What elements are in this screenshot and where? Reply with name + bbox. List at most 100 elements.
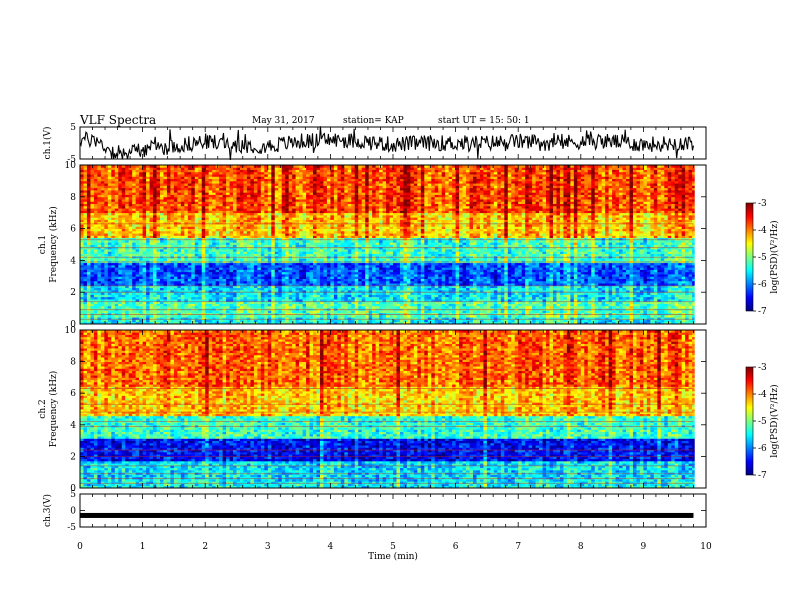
heatmap-cell	[466, 263, 470, 266]
heatmap-cell	[532, 310, 536, 313]
heatmap-cell	[612, 269, 616, 272]
heatmap-cell	[403, 272, 407, 275]
heatmap-cell	[556, 315, 560, 318]
heatmap-cell	[143, 304, 147, 307]
heatmap-cell	[442, 276, 446, 279]
heatmap-cell	[400, 281, 404, 284]
heatmap-cell	[616, 297, 620, 300]
heatmap-cell	[243, 263, 247, 266]
heatmap-cell	[198, 319, 202, 322]
heatmap-cell	[616, 304, 620, 307]
heatmap-cell	[605, 265, 609, 268]
heatmap-cell	[108, 306, 112, 309]
heatmap-cell	[177, 310, 181, 313]
heatmap-cell	[299, 306, 303, 309]
heatmap-cell	[181, 281, 185, 284]
heatmap-cell	[501, 272, 505, 275]
heatmap-cell	[532, 313, 536, 316]
heatmap-cell	[532, 269, 536, 272]
heatmap-cell	[626, 274, 630, 277]
heatmap-cell	[417, 315, 421, 318]
heatmap-cell	[348, 265, 352, 268]
heatmap-cell	[376, 315, 380, 318]
heatmap-cell	[341, 310, 345, 313]
heatmap-cell	[682, 267, 686, 270]
heatmap-cell	[431, 315, 435, 318]
heatmap-cell	[341, 272, 345, 275]
heatmap-cell	[463, 265, 467, 268]
heatmap-cell	[543, 299, 547, 302]
heatmap-cell	[108, 276, 112, 279]
heatmap-cell	[94, 281, 98, 284]
heatmap-cell	[476, 269, 480, 272]
heatmap-cell	[421, 313, 425, 316]
heatmap-cell	[174, 294, 178, 297]
heatmap-cell	[598, 274, 602, 277]
heatmap-cell	[414, 310, 418, 313]
heatmap-cell	[574, 272, 578, 275]
heatmap-cell	[529, 272, 533, 275]
heatmap-cell	[163, 297, 167, 300]
heatmap-cell	[678, 306, 682, 309]
heatmap-cell	[643, 304, 647, 307]
heatmap-cell	[668, 297, 672, 300]
heatmap-cell	[170, 313, 174, 316]
heatmap-cell	[400, 279, 404, 282]
heatmap-cell	[543, 274, 547, 277]
heatmap-cell	[459, 294, 463, 297]
heatmap-cell	[292, 265, 296, 268]
heatmap-cell	[316, 310, 320, 313]
heatmap-cell	[456, 299, 460, 302]
heatmap-cell	[313, 310, 317, 313]
heatmap-cell	[289, 281, 293, 284]
heatmap-cell	[403, 281, 407, 284]
heatmap-cell	[163, 281, 167, 284]
heatmap-cell	[671, 299, 675, 302]
heatmap-cell	[250, 319, 254, 322]
heatmap-cell	[233, 297, 237, 300]
heatmap-cell	[170, 267, 174, 270]
heatmap-cell	[664, 310, 668, 313]
heatmap-cell	[170, 304, 174, 307]
heatmap-cell	[570, 306, 574, 309]
heatmap-cell	[337, 274, 341, 277]
heatmap-cell	[379, 276, 383, 279]
heatmap-cell	[616, 299, 620, 302]
heatmap-cell	[351, 276, 355, 279]
heatmap-cell	[355, 294, 359, 297]
heatmap-cell	[90, 269, 94, 272]
heatmap-cell	[243, 294, 247, 297]
heatmap-cell	[445, 297, 449, 300]
heatmap-cell	[414, 313, 418, 316]
heatmap-cell	[424, 319, 428, 322]
heatmap-cell	[588, 310, 592, 313]
heatmap-cell	[243, 265, 247, 268]
heatmap-cell	[574, 263, 578, 266]
heatmap-cell	[254, 265, 258, 268]
heatmap-cell	[508, 288, 512, 291]
heatmap-cell	[362, 310, 366, 313]
heatmap-cell	[386, 279, 390, 282]
heatmap-cell	[490, 288, 494, 291]
heatmap-cell	[497, 272, 501, 275]
heatmap-cell	[671, 313, 675, 316]
heatmap-cell	[320, 292, 324, 295]
heatmap-cell	[358, 269, 362, 272]
heatmap-cell	[104, 263, 108, 266]
heatmap-cell	[511, 292, 515, 295]
heatmap-cell	[289, 304, 293, 307]
heatmap-cell	[553, 306, 557, 309]
heatmap-cell	[504, 297, 508, 300]
heatmap-cell	[490, 315, 494, 318]
heatmap-cell	[143, 292, 147, 295]
heatmap-cell	[525, 306, 529, 309]
heatmap-cell	[515, 292, 519, 295]
heatmap-cell	[111, 274, 115, 277]
heatmap-cell	[581, 281, 585, 284]
heatmap-cell	[257, 263, 261, 266]
heatmap-cell	[310, 267, 314, 270]
heatmap-cell	[157, 315, 161, 318]
heatmap-cell	[212, 313, 216, 316]
heatmap-cell	[233, 281, 237, 284]
heatmap-cell	[678, 304, 682, 307]
